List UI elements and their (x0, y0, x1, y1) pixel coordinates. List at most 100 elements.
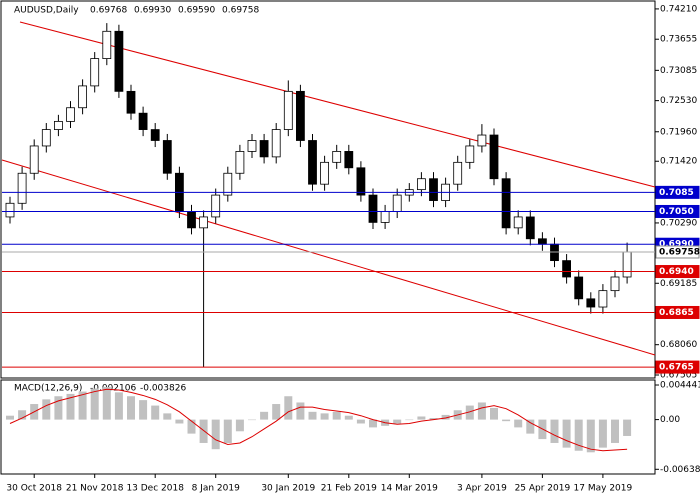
signal-line (9, 388, 628, 452)
macd-bar (320, 413, 329, 420)
macd-bar (42, 399, 51, 420)
macd-bar (356, 419, 365, 424)
macd-bar (574, 419, 583, 451)
macd-bar (223, 419, 232, 443)
y-tick-label: 0.67505 (660, 370, 697, 380)
level-tag (655, 265, 700, 279)
macd-value: -0.003826 (140, 384, 186, 394)
candle-body (574, 276, 584, 300)
y-tick-label: 0.71960 (660, 127, 697, 137)
candle-body (90, 58, 100, 87)
x-tick-label: 8 Jan 2019 (192, 484, 240, 494)
macd-bar (90, 388, 99, 420)
macd-bar (490, 407, 498, 420)
macd-bar (54, 396, 63, 420)
macd-bar (272, 404, 281, 420)
x-tick-label: 30 Oct 2018 (6, 484, 62, 494)
macd-bar (151, 405, 160, 420)
y-tick-label: 0.72530 (660, 96, 697, 106)
candle-body (295, 90, 305, 141)
macd-bar (405, 419, 414, 421)
symbol: AUDUSD,Daily (14, 6, 79, 16)
x-tick-label: 21 Nov 2018 (66, 484, 124, 494)
y-tick-label: 0.68060 (660, 340, 697, 350)
x-tick-label: 30 Jan 2019 (261, 484, 315, 494)
quote-value: 0.69930 (134, 6, 171, 16)
candle-body (513, 216, 523, 229)
candle-body (162, 140, 172, 174)
candle-body (138, 112, 148, 130)
macd-bar (526, 419, 535, 434)
quote-value: 0.69758 (222, 6, 259, 16)
macd-bar (175, 419, 184, 424)
candle-body (41, 129, 51, 147)
candle-body (199, 216, 209, 229)
macd-bar (114, 392, 123, 420)
y-tick-label: 0.69185 (660, 279, 697, 289)
candle-body (17, 172, 27, 204)
macd-bar (102, 386, 111, 420)
candle-body (150, 129, 160, 141)
level-tag (655, 204, 700, 218)
channel-upper (19, 21, 656, 188)
quote-value: 0.69768 (90, 6, 127, 16)
candle-body (283, 90, 293, 130)
y-tick-label: 0.73655 (660, 35, 697, 45)
macd-bar (235, 419, 244, 432)
macd-bar (393, 419, 402, 424)
y-tick-label: 0.74210 (660, 4, 697, 14)
candle-body (368, 194, 378, 223)
macd-bar (550, 419, 559, 443)
x-tick-label: 21 Feb 2019 (321, 484, 377, 494)
macd-bar (369, 419, 377, 428)
macd-bar (18, 410, 27, 420)
level-label: 0.6940 (659, 267, 694, 277)
level-label: 0.6865 (659, 308, 694, 318)
candle-body (525, 216, 535, 240)
macd-bar (260, 411, 269, 420)
candle-body (259, 140, 269, 158)
macd-bar (6, 415, 14, 420)
y-tick-label: 0.70290 (660, 218, 697, 228)
candle-body (235, 151, 245, 174)
candle-body (380, 211, 390, 223)
candle-body (586, 298, 596, 308)
macd-bar (514, 419, 523, 428)
macd-bar (211, 419, 220, 450)
level-tag (655, 245, 700, 259)
candle-body (562, 260, 571, 278)
macd-bar (199, 419, 208, 443)
candle-body (247, 140, 257, 152)
candle-body (187, 211, 196, 229)
macd-bar (623, 419, 632, 436)
macd-bar (477, 402, 486, 420)
macd-bar (417, 416, 426, 420)
macd-bar (284, 396, 293, 420)
level-tag (655, 305, 700, 319)
candle-body (392, 194, 402, 212)
level-label: 0.69758 (659, 247, 700, 257)
candle-body (538, 238, 547, 245)
candle-body (429, 178, 438, 201)
macd-y-tick-label: 0.0044413 (660, 381, 700, 391)
level-label: 0.6990 (659, 240, 694, 250)
y-tick-label: 0.71420 (660, 157, 697, 167)
candle-body (332, 151, 342, 163)
candle-body (356, 167, 366, 196)
level-tag (655, 360, 700, 374)
macd-bar (586, 419, 595, 453)
macd-bar (296, 402, 305, 420)
candle-body (622, 251, 632, 278)
macd-y-tick-label: -0.006381 (660, 465, 700, 475)
macd-bar (66, 393, 75, 420)
x-tick-label: 25 Apr 2019 (515, 484, 571, 494)
macd-bar (344, 415, 353, 420)
candle-body (102, 30, 112, 59)
candle-body (308, 140, 317, 185)
candle-body (114, 30, 124, 92)
candle-body (271, 129, 281, 158)
macd-bar (598, 419, 607, 448)
candle-body (126, 90, 136, 114)
candle-body (78, 85, 87, 109)
